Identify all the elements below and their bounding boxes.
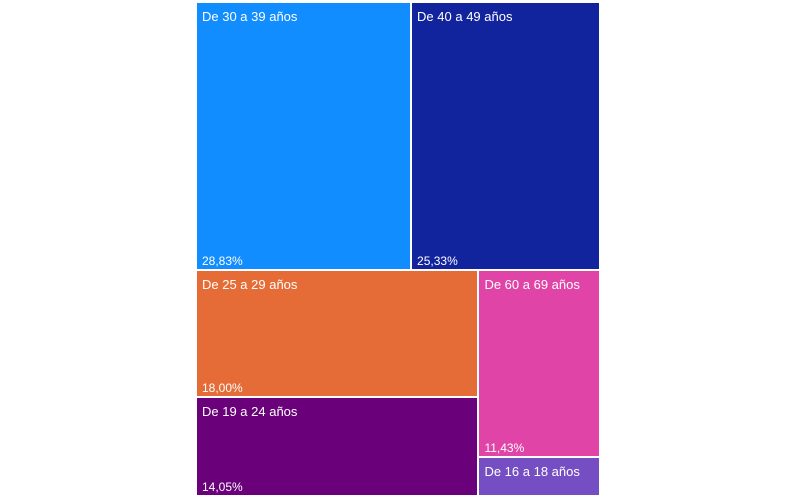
tile-category-label: De 60 a 69 años bbox=[484, 276, 580, 292]
treemap-tile[interactable]: De 19 a 24 años 14,05% bbox=[196, 396, 479, 496]
treemap-tile[interactable]: De 16 a 18 años bbox=[478, 457, 600, 496]
tile-category-label: De 16 a 18 años bbox=[484, 464, 580, 480]
tile-category-label: De 19 a 24 años bbox=[202, 403, 298, 419]
treemap-tile[interactable]: De 30 a 39 años 28,83% bbox=[196, 2, 412, 270]
tile-category-label: De 30 a 39 años bbox=[202, 9, 298, 24]
tile-value-label: 14,05% bbox=[202, 479, 243, 494]
tile-value-label: 28,83% bbox=[202, 253, 243, 268]
tile-value-label: 11,43% bbox=[484, 441, 525, 456]
tile-category-label: De 25 a 29 años bbox=[202, 276, 298, 292]
treemap-tile[interactable]: De 60 a 69 años 11,43% bbox=[478, 269, 600, 458]
tile-value-label: 25,33% bbox=[417, 253, 458, 268]
tile-value-label: 18,00% bbox=[202, 380, 243, 395]
treemap-tile[interactable]: De 25 a 29 años 18,00% bbox=[196, 269, 479, 397]
treemap-tile[interactable]: De 40 a 49 años 25,33% bbox=[411, 2, 600, 270]
tile-category-label: De 40 a 49 años bbox=[417, 9, 513, 24]
treemap-chart: De 30 a 39 años 28,83% De 40 a 49 años 25,3… bbox=[196, 2, 600, 496]
